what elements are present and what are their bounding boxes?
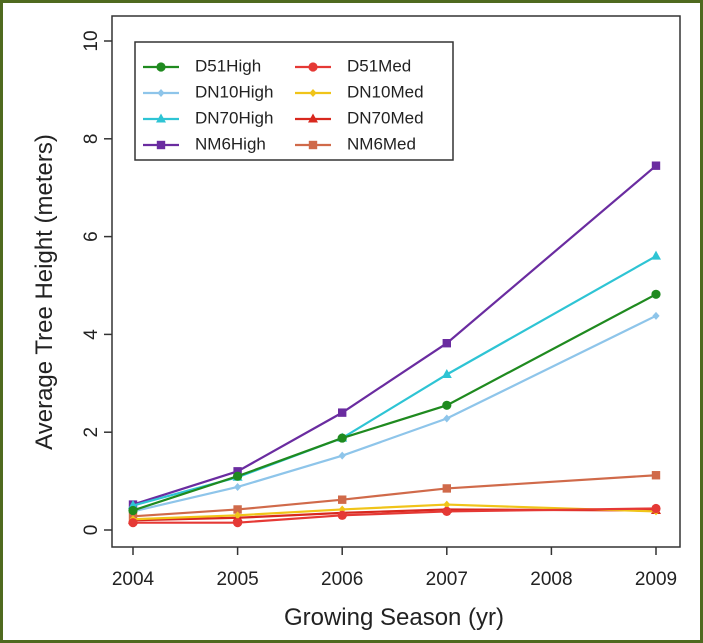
data-point <box>442 339 451 348</box>
data-point <box>443 414 451 423</box>
data-point <box>338 495 347 504</box>
legend-marker <box>308 140 318 150</box>
x-tick-label: 2009 <box>635 569 677 590</box>
y-axis: 0 2 4 6 8 10 <box>81 30 112 535</box>
data-point <box>234 482 242 491</box>
legend-item: NM6High <box>143 134 266 153</box>
data-point <box>233 505 242 514</box>
legend-item: NM6Med <box>295 134 416 153</box>
data-point <box>234 511 242 520</box>
legend-label: DN10Med <box>347 82 424 101</box>
series-D51High <box>128 289 661 516</box>
legend-marker <box>157 89 165 97</box>
data-point <box>651 161 661 170</box>
legend-label: NM6Med <box>347 134 416 153</box>
y-tick-label: 0 <box>81 525 102 536</box>
data-point <box>442 506 452 517</box>
legend-label: NM6High <box>195 134 266 153</box>
legend-marker <box>308 62 318 72</box>
series-D51Med <box>128 503 661 528</box>
x-axis: 2004 2005 2006 2007 2008 2009 <box>112 547 677 590</box>
legend-label: D51Med <box>347 56 411 75</box>
legend-marker <box>156 113 166 123</box>
data-point <box>652 311 660 320</box>
data-point <box>337 433 347 443</box>
data-point <box>337 510 347 520</box>
data-point <box>651 503 661 514</box>
y-tick-label: 8 <box>81 134 102 145</box>
y-axis-title: Average Tree Height (meters) <box>31 134 58 450</box>
data-point <box>651 250 661 260</box>
data-point <box>233 467 242 476</box>
legend-item: D51Med <box>295 56 411 75</box>
y-tick-label: 6 <box>81 231 102 242</box>
legend-item: DN10Med <box>295 82 424 101</box>
y-tick-label: 10 <box>81 30 102 51</box>
data-point <box>338 408 347 417</box>
legend-item: DN10High <box>143 82 273 101</box>
y-tick-label: 2 <box>81 427 102 438</box>
series-lines <box>128 161 661 528</box>
data-point <box>233 471 243 481</box>
data-point <box>651 289 661 299</box>
x-tick-label: 2004 <box>112 569 155 590</box>
legend-label: DN70Med <box>347 108 424 127</box>
data-point <box>441 368 452 378</box>
legend-box <box>134 41 454 161</box>
x-axis-title: Growing Season (yr) <box>284 604 504 631</box>
legend-marker <box>156 62 166 72</box>
data-point <box>442 400 452 410</box>
data-point <box>128 505 138 516</box>
legend-marker <box>156 140 166 150</box>
data-point <box>233 518 243 528</box>
legend-item: D51High <box>143 56 261 75</box>
x-tick-label: 2008 <box>530 569 572 590</box>
data-point <box>338 451 346 460</box>
legend-label: DN70High <box>195 108 273 127</box>
legend-item: DN70Med <box>295 108 424 127</box>
legend-label: D51High <box>195 56 261 75</box>
data-point <box>128 518 138 528</box>
x-tick-label: 2006 <box>321 569 363 590</box>
legend-label: DN10High <box>195 82 273 101</box>
x-tick-label: 2007 <box>426 569 468 590</box>
legend-marker <box>308 113 318 123</box>
data-point <box>651 471 661 480</box>
x-tick-label: 2005 <box>216 569 258 590</box>
data-point <box>443 500 451 509</box>
y-tick-label: 4 <box>81 329 102 340</box>
legend: D51High DN10High DN70High NM6High D51Med DN10… <box>134 41 454 161</box>
legend-item: DN70High <box>143 108 273 127</box>
data-point <box>442 484 451 493</box>
legend-marker <box>309 89 317 97</box>
